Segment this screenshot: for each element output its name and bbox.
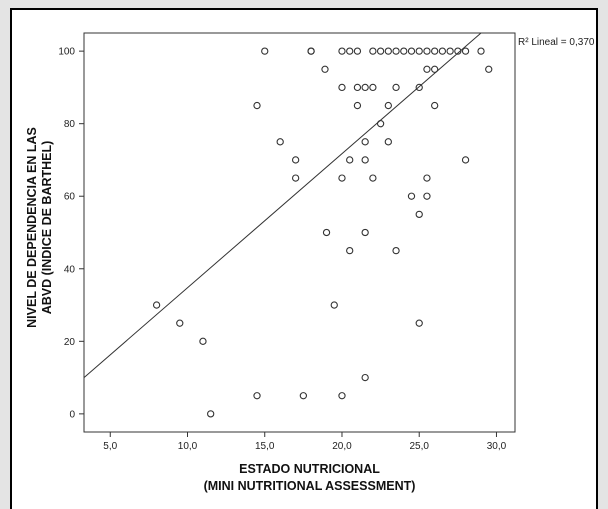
- data-point: [346, 246, 354, 255]
- data-point: [384, 138, 392, 146]
- x-tick-label: 30,0: [487, 441, 507, 452]
- y-tick-label: 80: [64, 119, 76, 130]
- data-point: [307, 47, 315, 55]
- data-point: [346, 47, 354, 55]
- data-point: [346, 156, 354, 164]
- x-tick-label: 20,0: [332, 441, 352, 452]
- data-point: [461, 47, 470, 55]
- data-point: [330, 301, 338, 309]
- data-point: [392, 83, 400, 92]
- data-point: [338, 174, 346, 182]
- data-point: [438, 47, 447, 55]
- fit-line-group: [83, 32, 482, 378]
- data-point: [353, 83, 362, 92]
- x-axis-ticks: 5,0 10,0 15,0 20,0 25,0 30,0: [103, 432, 507, 452]
- data-point: [353, 47, 362, 55]
- data-point: [415, 83, 423, 92]
- data-point: [361, 83, 369, 92]
- y-axis-ticks: 0 20 40 60 80 100: [58, 47, 84, 420]
- data-point: [369, 83, 377, 92]
- data-point: [423, 47, 431, 55]
- data-point: [253, 392, 261, 400]
- data-point: [415, 210, 423, 219]
- data-point: [369, 47, 377, 55]
- data-point: [423, 192, 431, 200]
- y-tick-label: 0: [69, 409, 75, 420]
- chart-panel: [10, 8, 598, 509]
- data-point: [415, 319, 423, 327]
- y-tick-label: 40: [64, 264, 76, 275]
- data-point: [400, 47, 408, 55]
- data-point: [376, 47, 385, 55]
- data-point: [176, 319, 184, 327]
- data-point: [276, 138, 284, 146]
- data-point: [353, 101, 362, 110]
- data-point: [261, 47, 269, 55]
- data-point: [361, 228, 369, 237]
- data-point: [369, 174, 377, 182]
- data-point: [338, 47, 346, 55]
- x-axis-title-line1: ESTADO NUTRICIONAL: [239, 462, 380, 476]
- data-point: [376, 120, 385, 128]
- data-point: [338, 83, 346, 92]
- data-point: [384, 101, 392, 110]
- data-points: [152, 47, 493, 418]
- data-point: [423, 65, 431, 73]
- data-point: [407, 192, 416, 200]
- data-point: [477, 47, 485, 55]
- data-point: [338, 392, 346, 400]
- data-point: [423, 174, 431, 182]
- x-tick-label: 5,0: [103, 441, 117, 452]
- data-point: [392, 246, 400, 255]
- x-tick-label: 15,0: [255, 441, 275, 452]
- data-point: [461, 156, 470, 164]
- x-tick-label: 10,0: [178, 441, 198, 452]
- y-axis-title-line2: ABVD (INDICE DE BARTHEL): [40, 141, 54, 315]
- y-tick-label: 60: [64, 192, 76, 203]
- data-point: [431, 101, 439, 110]
- data-point: [431, 65, 439, 73]
- data-point: [207, 410, 215, 418]
- x-axis-title-line2: (MINI NUTRITIONAL ASSESSMENT): [204, 479, 416, 493]
- data-point: [407, 47, 416, 55]
- data-point: [361, 156, 369, 164]
- data-point: [322, 228, 331, 237]
- data-point: [291, 156, 300, 164]
- data-point: [392, 47, 400, 55]
- y-tick-label: 20: [64, 337, 76, 348]
- data-point: [485, 65, 493, 73]
- y-tick-label: 100: [58, 47, 75, 58]
- plot-border: [83, 32, 516, 433]
- data-point: [321, 65, 329, 73]
- data-point: [152, 301, 161, 309]
- data-point: [431, 47, 439, 55]
- data-point: [253, 101, 261, 110]
- data-point: [361, 138, 369, 146]
- data-point: [361, 373, 369, 382]
- data-point: [199, 337, 207, 345]
- x-tick-label: 25,0: [409, 441, 429, 452]
- r2-label: R² Lineal = 0,370: [518, 37, 595, 48]
- data-point: [415, 47, 423, 55]
- fit-line: [83, 32, 482, 378]
- y-axis-title-line1: NIVEL DE DEPENDENCIA EN LAS: [25, 127, 39, 328]
- data-point: [384, 47, 392, 55]
- plot-area: [83, 32, 516, 433]
- data-point: [446, 47, 454, 55]
- data-point: [454, 47, 462, 55]
- data-point: [291, 174, 300, 182]
- data-point: [299, 392, 308, 400]
